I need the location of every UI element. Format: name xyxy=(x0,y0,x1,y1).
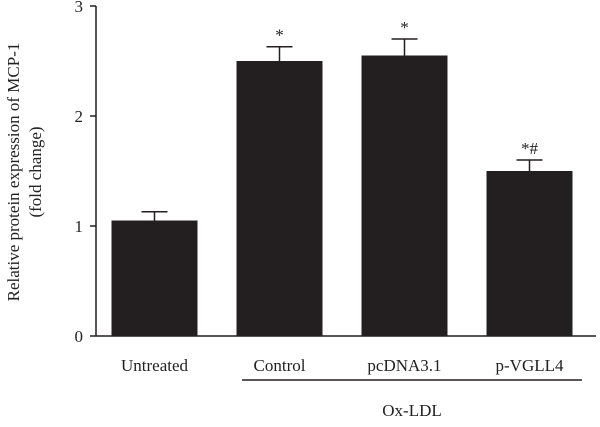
bars: Untreated * Control * pcDNA3.1 *# p-VGLL4 xyxy=(111,18,573,375)
x-tick-label: p-VGLL4 xyxy=(496,356,564,375)
group-bracket: Ox-LDL xyxy=(242,379,582,420)
x-tick-label: Control xyxy=(254,356,306,375)
significance-annotation: * xyxy=(275,26,284,45)
y-axis: 0 1 2 3 xyxy=(75,0,97,346)
significance-annotation: * xyxy=(400,18,409,37)
y-tick-label: 2 xyxy=(75,107,84,126)
bar-group: Untreated xyxy=(111,210,198,375)
bar-group: * pcDNA3.1 xyxy=(361,18,448,375)
bar-group: *# p-VGLL4 xyxy=(486,139,573,375)
y-tick-label: 1 xyxy=(75,217,84,236)
y-axis-label-line-2: (fold change) xyxy=(26,126,45,217)
bar xyxy=(486,171,573,336)
bar-group: * Control xyxy=(236,26,323,375)
y-axis-title: Relative protein expression of MCP-1 (fo… xyxy=(4,43,45,302)
bar xyxy=(236,61,323,336)
y-tick-label: 3 xyxy=(75,0,84,16)
group-label: Ox-LDL xyxy=(382,401,441,420)
significance-annotation: *# xyxy=(521,139,539,158)
x-tick-label: pcDNA3.1 xyxy=(367,356,441,375)
x-tick-label: Untreated xyxy=(121,356,189,375)
bar xyxy=(361,55,448,336)
y-axis-label-line-1: Relative protein expression of MCP-1 xyxy=(4,43,23,302)
y-tick-label: 0 xyxy=(75,327,84,346)
bar xyxy=(111,220,198,336)
